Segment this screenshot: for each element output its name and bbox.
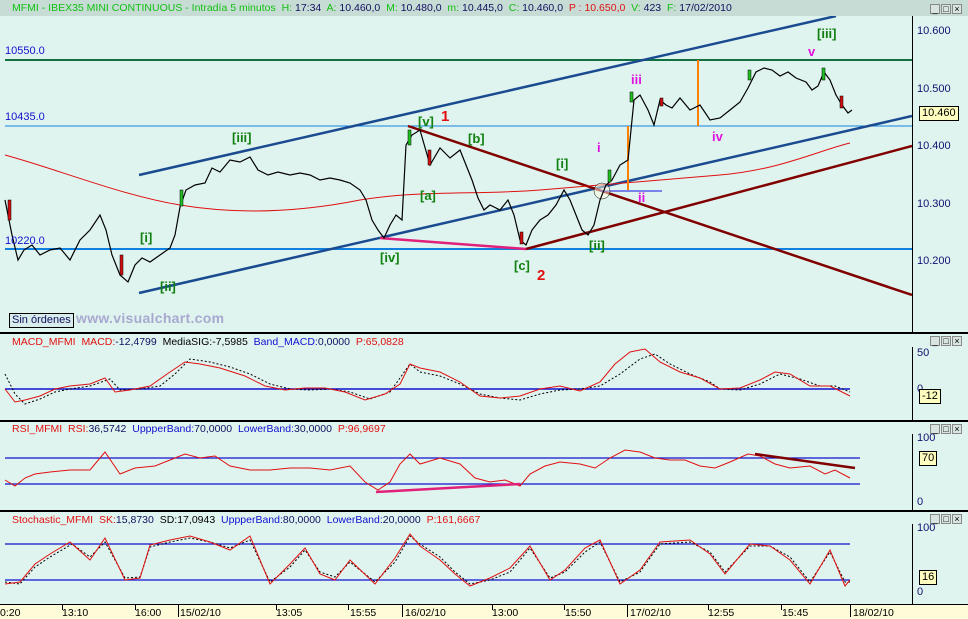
svg-text:v: v (808, 44, 816, 59)
rsi-chart (4, 449, 860, 494)
rsi-axis: 100 0 70 (912, 432, 968, 510)
svg-text:[ii]: [ii] (589, 238, 605, 253)
open-value: 10.460,0 (339, 2, 381, 14)
macd-axis: 50 0 -12 (912, 347, 968, 420)
price-window-controls: _ □ × (930, 4, 962, 14)
rsi-panel[interactable]: RSI_MFMI RSI:36,5742 UppperBand:70,0000 … (0, 422, 968, 510)
macd-current-tag: -12 (919, 389, 941, 404)
svg-text:[c]: [c] (514, 258, 530, 273)
maximize-button[interactable]: □ (941, 514, 951, 524)
rsi-window-controls: _ □ × (930, 424, 962, 434)
level-label-10550: 10550.0 (5, 45, 45, 57)
close-button[interactable]: × (952, 514, 962, 524)
price-panel[interactable]: [iii] [i] [ii] [iv] [v] 1 [a] [b] [c] 2 … (0, 16, 968, 332)
close-value: 10.460,0 (522, 2, 564, 14)
date-value: 17/02/2010 (679, 2, 732, 14)
p-value: 10.650,0 (584, 2, 626, 14)
stochastic-legend: Stochastic_MFMI SK:15,8730 SD:17,0943 Up… (12, 514, 481, 526)
low-value: 10.445,0 (462, 2, 503, 14)
rsi-legend: RSI_MFMI RSI:36,5742 UppperBand:70,0000 … (12, 423, 386, 435)
close-button[interactable]: × (952, 336, 962, 346)
level-label-10220: 10220.0 (5, 235, 45, 247)
macd-panel[interactable]: MACD_MFMI MACD:-12,4799 MediaSIG:-7,5985… (0, 334, 968, 420)
stochastic-panel[interactable]: Stochastic_MFMI SK:15,8730 SD:17,0943 Up… (0, 512, 968, 604)
svg-text:ii: ii (638, 190, 645, 205)
chart-title-bar: MFMI - IBEX35 MINI CONTINUOUS - Intradía… (0, 0, 968, 16)
minimize-button[interactable]: _ (930, 336, 940, 346)
close-button[interactable]: × (952, 424, 962, 434)
stochastic-current-tag: 16 (919, 570, 938, 585)
svg-text:i: i (597, 140, 601, 155)
maximize-button[interactable]: □ (941, 424, 951, 434)
macd-window-controls: _ □ × (930, 336, 962, 346)
stochastic-window-controls: _ □ × (930, 514, 962, 524)
current-price-tag: 10.460 (919, 106, 959, 121)
price-axis: 10.600 10.500 10.400 10.300 10.200 10.46… (912, 16, 968, 332)
stochastic-axis: 100 0 16 (912, 522, 968, 604)
svg-text:[b]: [b] (468, 131, 485, 146)
svg-text:[a]: [a] (420, 188, 436, 203)
pane-divider[interactable] (0, 510, 968, 512)
price-chart: [iii] [i] [ii] [iv] [v] 1 [a] [b] [c] 2 … (4, 16, 912, 297)
macd-legend: MACD_MFMI MACD:-12,4799 MediaSIG:-7,5985… (12, 336, 404, 348)
high-value: 10.480,0 (400, 2, 442, 14)
time-axis: 0:20 13:10 16:00 15/02/10 13:05 15:55 16… (0, 604, 968, 619)
svg-text:iv: iv (712, 129, 724, 144)
pane-divider[interactable] (0, 332, 968, 334)
level-label-10435: 10435.0 (5, 111, 45, 123)
minimize-button[interactable]: _ (930, 4, 940, 14)
pane-divider[interactable] (0, 420, 968, 422)
svg-text:[v]: [v] (418, 114, 434, 129)
maximize-button[interactable]: □ (941, 336, 951, 346)
svg-text:[i]: [i] (140, 230, 152, 245)
svg-text:[iv]: [iv] (380, 250, 400, 265)
svg-text:[i]: [i] (556, 156, 568, 171)
minimize-button[interactable]: _ (930, 424, 940, 434)
svg-text:iii: iii (631, 72, 642, 87)
macd-chart (4, 348, 851, 405)
svg-text:1: 1 (441, 108, 449, 125)
maximize-button[interactable]: □ (941, 4, 951, 14)
minimize-button[interactable]: _ (930, 514, 940, 524)
svg-text:[ii]: [ii] (160, 279, 176, 294)
svg-text:[iii]: [iii] (232, 130, 252, 145)
close-button[interactable]: × (952, 4, 962, 14)
sin-ordenes-button[interactable]: Sin órdenes (9, 313, 74, 328)
watermark: www.visualchart.com (76, 310, 225, 326)
rsi-current-tag: 70 (919, 451, 938, 466)
symbol-title: MFMI - IBEX35 MINI CONTINUOUS - Intradía… (12, 2, 276, 14)
time-value: 17:34 (295, 2, 322, 14)
stochastic-chart (4, 533, 851, 587)
svg-text:[iii]: [iii] (817, 26, 837, 41)
svg-text:2: 2 (537, 267, 545, 284)
volume-value: 423 (643, 2, 662, 14)
